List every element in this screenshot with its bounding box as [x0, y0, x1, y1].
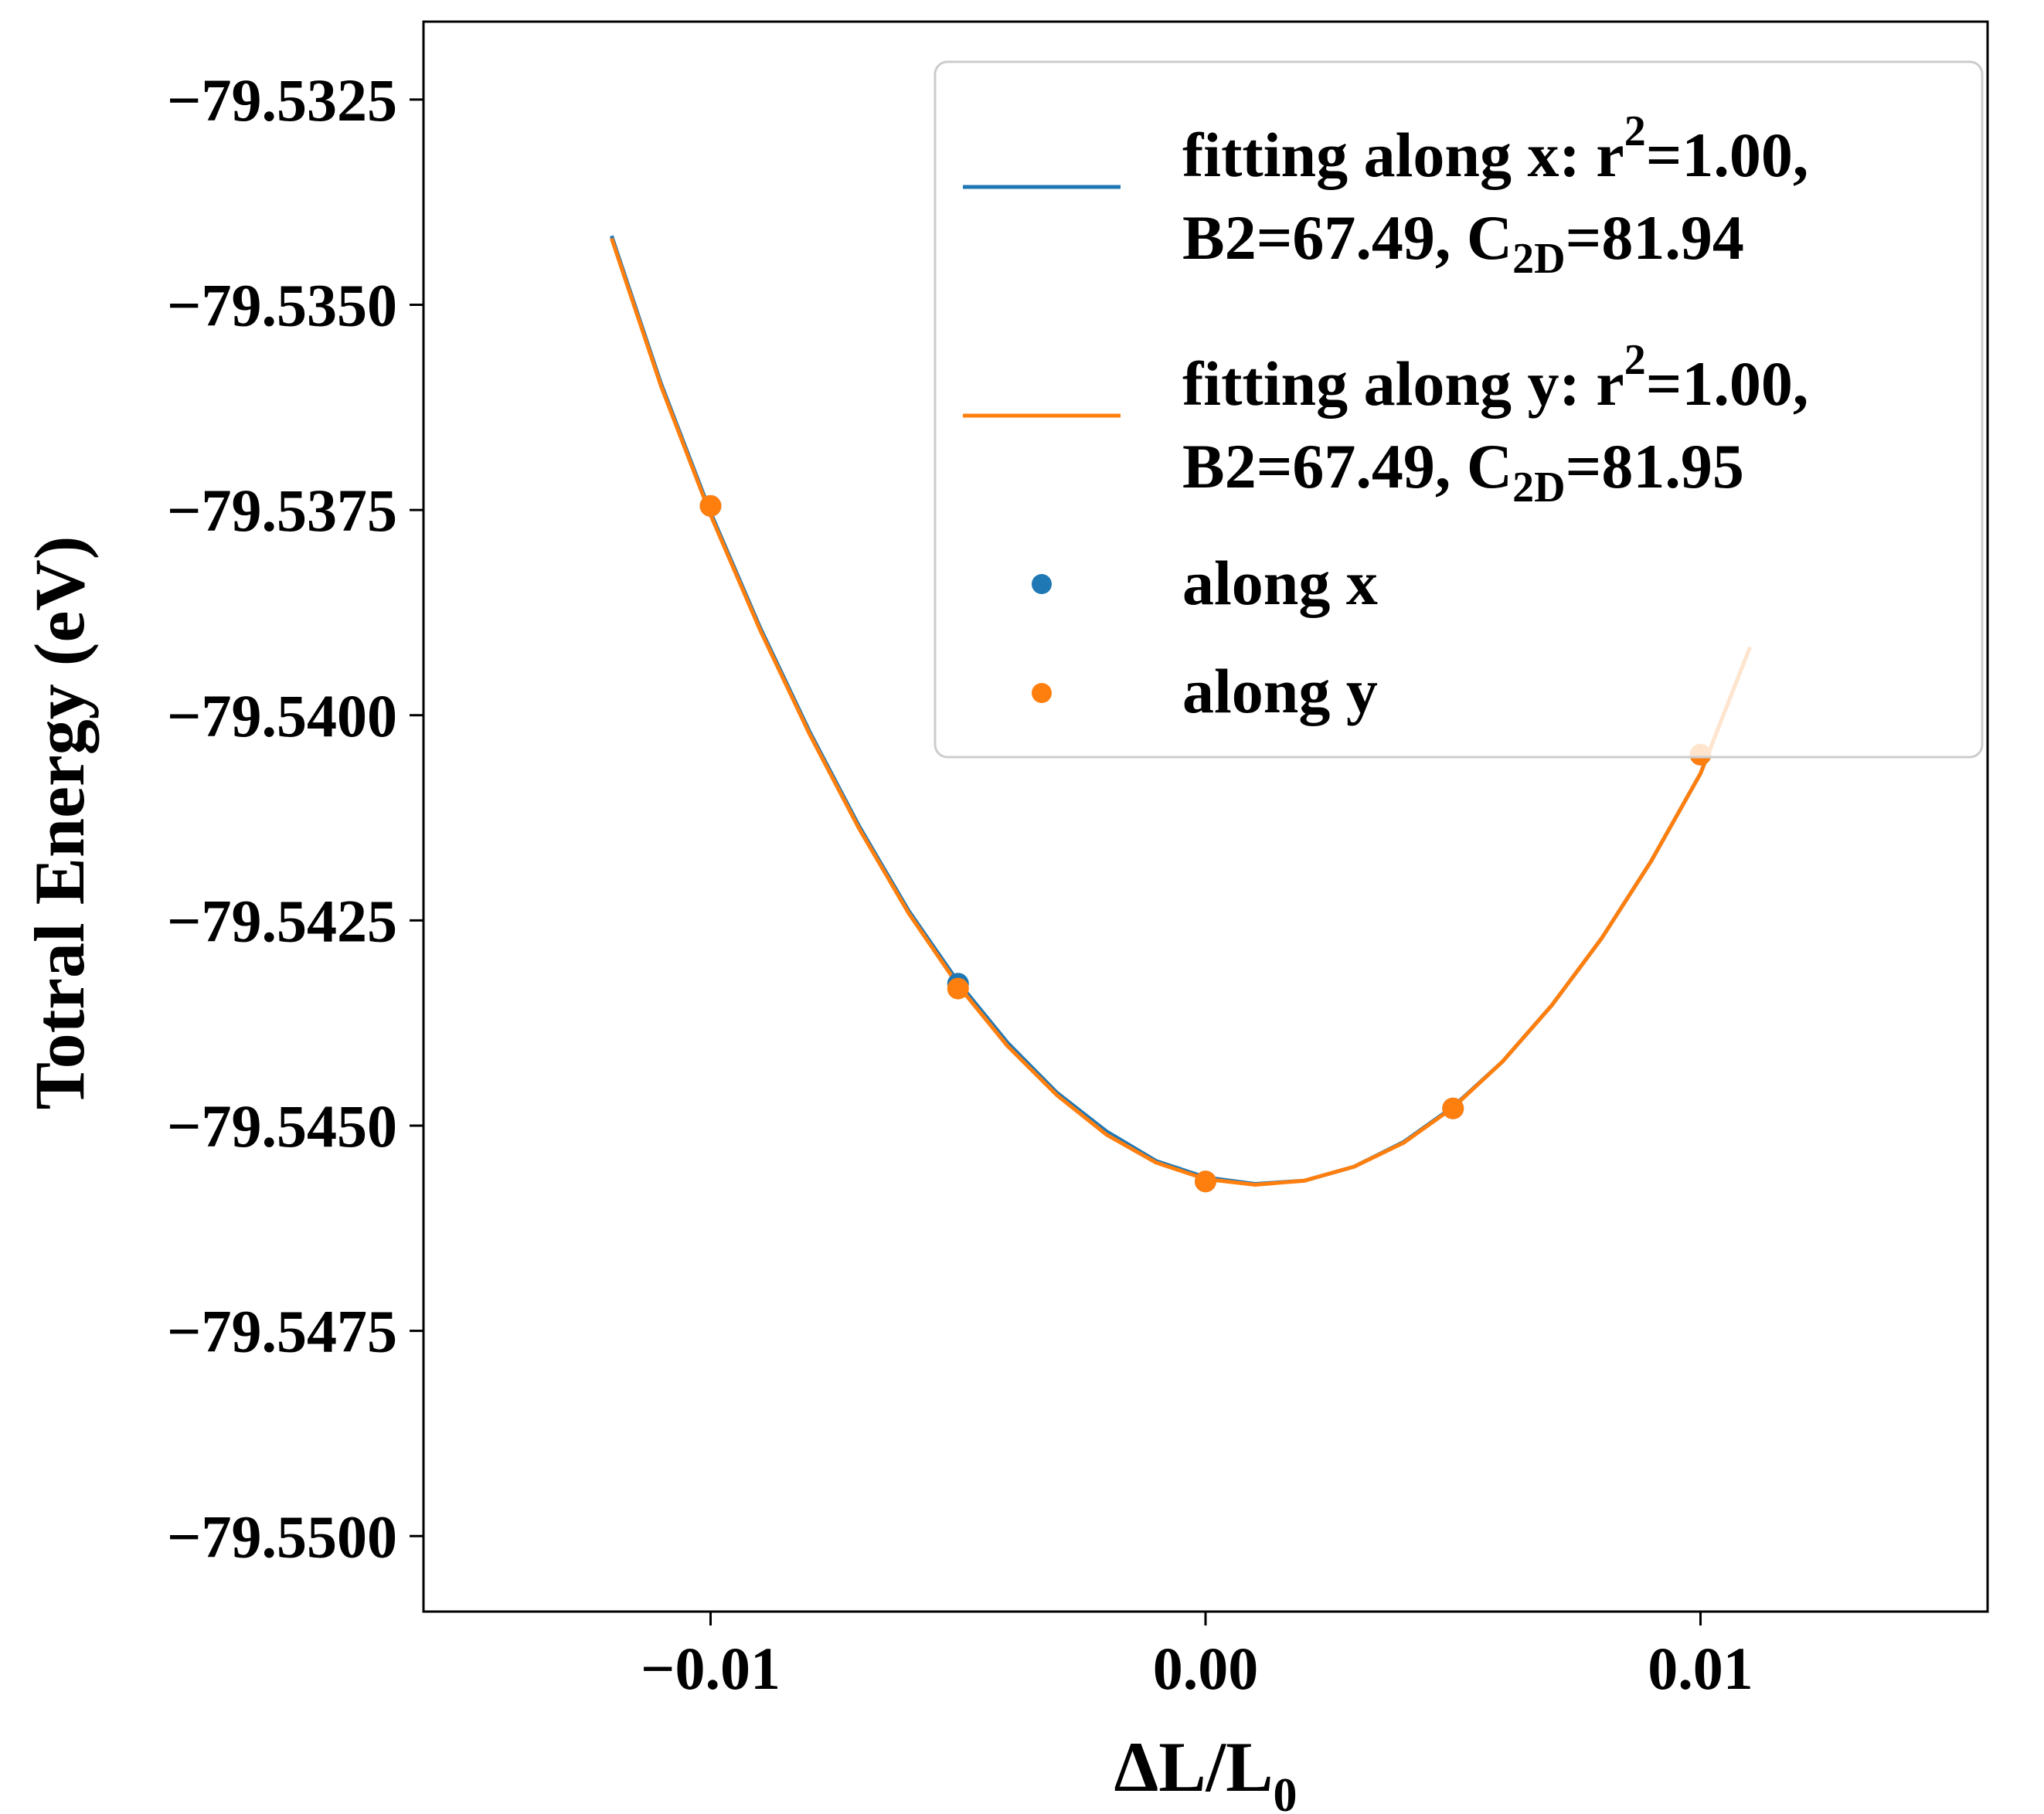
series-line-fit-y — [610, 237, 1752, 1187]
y-tick-label: −79.5475 — [167, 1298, 397, 1365]
legend-fit-x-r2: =1.00, — [1646, 120, 1809, 190]
legend-fit-y-sup: 2 — [1624, 336, 1646, 384]
legend-fit-x-sup: 2 — [1624, 107, 1646, 155]
y-tick-label: −79.5350 — [167, 272, 397, 339]
y-tick-label: −79.5425 — [167, 887, 397, 954]
x-tick-label: 0.00 — [1153, 1635, 1259, 1702]
x-axis: −0.01 0.00 0.01 — [641, 1612, 1753, 1702]
y-tick-label: −79.5375 — [167, 477, 397, 544]
legend-point-y-swatch — [1032, 683, 1052, 703]
legend-fit-y-line1: fitting along y: r2=1.00, — [1182, 336, 1808, 419]
legend-fit-x-c2d: =81.94 — [1566, 202, 1744, 273]
plot-points — [699, 494, 1712, 1193]
x-axis-label-subscript: 0 — [1273, 1769, 1297, 1814]
data-point-along-y — [1442, 1097, 1464, 1119]
x-axis-label: ΔL/L0 — [1114, 1727, 1297, 1814]
y-tick-label: −79.5450 — [167, 1092, 397, 1160]
y-axis-label: Totral Energy (eV) — [20, 536, 99, 1110]
data-point-along-y — [699, 494, 722, 517]
data-point-along-y — [947, 977, 969, 1000]
x-tick-label: −0.01 — [641, 1635, 781, 1702]
legend-box — [934, 60, 1984, 759]
legend-fit-y-c2d: =81.95 — [1566, 431, 1744, 501]
legend-along-x: along x — [1182, 548, 1378, 618]
y-tick-label: −79.5325 — [167, 66, 397, 134]
legend-fit-x-sub: 2D — [1512, 235, 1565, 283]
x-tick-label: 0.01 — [1648, 1635, 1753, 1702]
legend-fit-y-line2: B2=67.49, C2D=81.95 — [1182, 431, 1744, 511]
legend: fitting along x: r2=1.00, B2=67.49, C2D=… — [934, 60, 1984, 759]
legend-fit-x-line2: B2=67.49, C2D=81.94 — [1182, 202, 1744, 283]
legend-fit-y-sub: 2D — [1512, 464, 1565, 511]
legend-fit-y-text: fitting along y: r — [1182, 348, 1624, 419]
legend-fit-y-r2: =1.00, — [1646, 348, 1809, 419]
x-axis-label-main: ΔL/L — [1114, 1727, 1274, 1806]
legend-fit-x-text: fitting along x: r — [1182, 120, 1624, 190]
legend-along-y: along y — [1182, 656, 1378, 726]
legend-fit-x-b2: B2=67.49, C — [1182, 202, 1512, 273]
legend-point-x-swatch — [1032, 574, 1052, 594]
y-tick-label: −79.5500 — [167, 1503, 397, 1570]
y-tick-label: −79.5400 — [167, 682, 397, 749]
legend-fit-y-b2: B2=67.49, C — [1182, 431, 1512, 501]
plot-lines — [610, 235, 1752, 1187]
data-point-along-y — [1195, 1170, 1216, 1193]
legend-fit-x-line1: fitting along x: r2=1.00, — [1182, 107, 1808, 190]
y-axis: −79.5325 −79.5350 −79.5375 −79.5400 −79.5425… — [167, 66, 423, 1570]
